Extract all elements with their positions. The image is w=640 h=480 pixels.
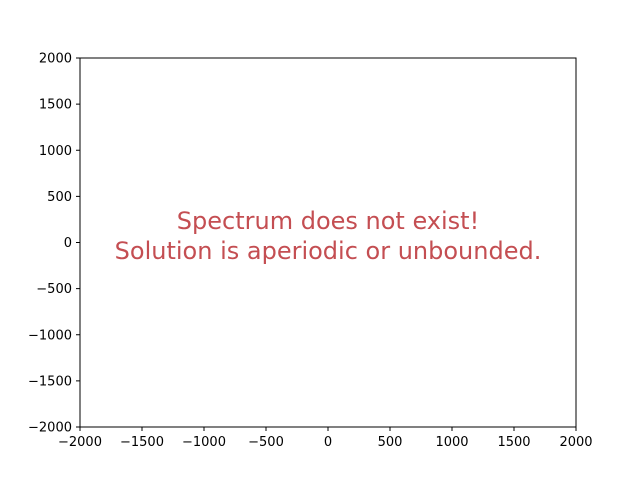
y-tick-label: −1500 [28,374,72,389]
x-tick-label: 2000 [559,435,592,450]
x-tick-label: −500 [248,435,284,450]
x-tick-label: −1000 [182,435,226,450]
x-tick-label: 0 [324,435,332,450]
tick-group: −2000 −1500 −1000 −500 0 500 1000 1500 2000 −2000… [28,52,593,451]
y-tick-label: 500 [47,190,72,205]
y-tick-label: −500 [36,282,72,297]
y-tick-label: 1500 [39,98,72,113]
y-tick-label: 2000 [39,52,72,67]
x-tick-label: 1000 [435,435,468,450]
y-tick-label: −2000 [28,421,72,436]
axes-frame [79,57,577,428]
x-tick-label: −1500 [120,435,164,450]
x-tick-label: 1500 [497,435,530,450]
y-tick-label: −1000 [28,328,72,343]
x-tick-label: 500 [378,435,403,450]
annotation-line-1: Spectrum does not exist! [177,207,479,235]
axes-background [80,58,576,427]
y-tick-label: 1000 [39,144,72,159]
annotation-group: Spectrum does not exist! Solution is ape… [115,207,542,265]
x-tick-label: −2000 [58,435,102,450]
y-tick-label: 0 [64,236,72,251]
annotation-line-2: Solution is aperiodic or unbounded. [115,237,542,265]
